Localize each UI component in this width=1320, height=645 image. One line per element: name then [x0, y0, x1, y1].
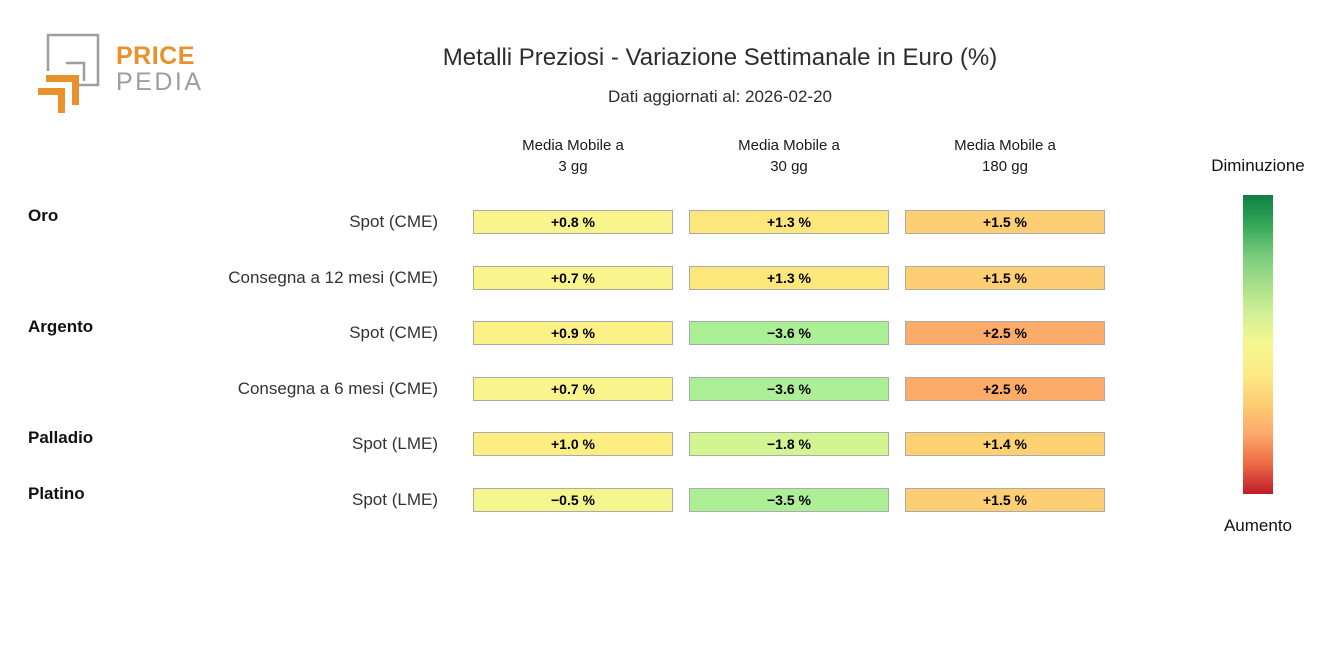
pricepedia-logo-text: PRICE PEDIA	[116, 43, 204, 95]
column-header-30gg: Media Mobile a 30 gg	[689, 135, 889, 177]
heatmap-cell: −3.6 %	[689, 321, 889, 345]
column-header-line2: 3 gg	[558, 158, 588, 175]
series-label: Spot (LME)	[352, 490, 438, 509]
column-header-180gg: Media Mobile a 180 gg	[905, 135, 1105, 177]
column-header-line1: Media Mobile a	[954, 137, 1056, 154]
column-header-line2: 180 gg	[982, 158, 1028, 175]
heatmap-cell: +0.7 %	[473, 377, 673, 401]
heatmap-cell: +0.7 %	[473, 266, 673, 290]
heatmap-cell: −3.6 %	[689, 377, 889, 401]
series-label: Spot (CME)	[349, 323, 438, 342]
heatmap-cell: −1.8 %	[689, 432, 889, 456]
legend-colorbar	[1243, 195, 1273, 494]
column-header-line2: 30 gg	[770, 158, 808, 175]
metal-label: Oro	[28, 206, 59, 225]
pricepedia-logo: PRICE PEDIA	[38, 33, 204, 113]
series-label: Consegna a 6 mesi (CME)	[237, 379, 438, 398]
logo-brand-pedia: PEDIA	[116, 68, 204, 96]
table-row: Palladio Spot (LME) +1.0 % −1.8 % +1.4 %	[0, 428, 1120, 456]
heatmap-cell: +1.5 %	[905, 266, 1105, 290]
metal-label: Argento	[28, 317, 94, 336]
chart-subtitle: Dati aggiornati al: 2026-02-20	[608, 87, 832, 106]
table-row: Oro Spot (CME) +0.8 % +1.3 % +1.5 %	[0, 206, 1120, 234]
column-header-3gg: Media Mobile a 3 gg	[473, 135, 673, 177]
table-row: Consegna a 12 mesi (CME) +0.7 % +1.3 % +…	[0, 266, 1120, 290]
series-label: Consegna a 12 mesi (CME)	[228, 268, 438, 287]
heatmap-cell: −3.5 %	[689, 488, 889, 512]
heatmap-cell: +1.4 %	[905, 432, 1105, 456]
heatmap-cell: +1.5 %	[905, 488, 1105, 512]
metal-label: Palladio	[28, 428, 94, 447]
legend-label-aumento: Aumento	[1223, 516, 1293, 535]
heatmap-cell: +0.8 %	[473, 210, 673, 234]
series-label: Spot (CME)	[349, 212, 438, 231]
pricepedia-logo-icon	[38, 33, 100, 113]
column-header-line1: Media Mobile a	[522, 137, 624, 154]
table-row: Argento Spot (CME) +0.9 % −3.6 % +2.5 %	[0, 317, 1120, 345]
heatmap-cell: +1.0 %	[473, 432, 673, 456]
heatmap-cell: −0.5 %	[473, 488, 673, 512]
heatmap-cell: +0.9 %	[473, 321, 673, 345]
heatmap-cell: +1.3 %	[689, 210, 889, 234]
series-label: Spot (LME)	[352, 434, 438, 453]
heatmap-cell: +2.5 %	[905, 321, 1105, 345]
legend-label-diminuzione: Diminuzione	[1211, 156, 1305, 175]
chart-title: Metalli Preziosi - Variazione Settimanal…	[442, 44, 998, 71]
column-header-line1: Media Mobile a	[738, 137, 840, 154]
metal-label: Platino	[28, 484, 85, 503]
table-row: Consegna a 6 mesi (CME) +0.7 % −3.6 % +2…	[0, 377, 1120, 401]
heatmap-cell: +1.5 %	[905, 210, 1105, 234]
table-row: Platino Spot (LME) −0.5 % −3.5 % +1.5 %	[0, 484, 1120, 512]
heatmap-cell: +2.5 %	[905, 377, 1105, 401]
heatmap-cell: +1.3 %	[689, 266, 889, 290]
logo-brand-price: PRICE	[116, 42, 195, 70]
